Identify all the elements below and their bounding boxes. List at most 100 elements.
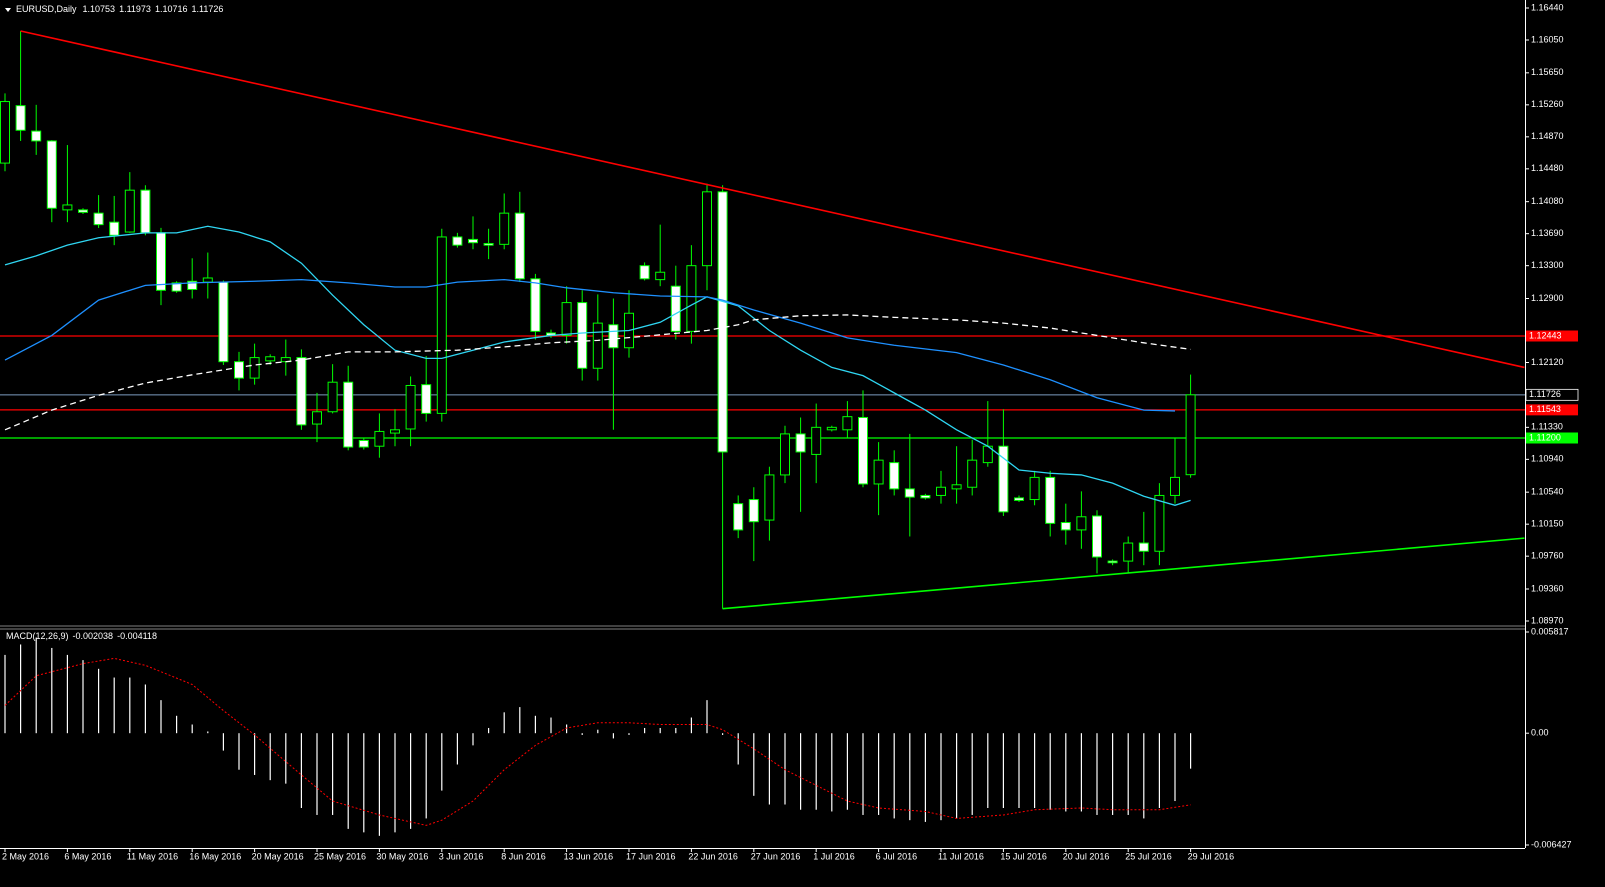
candle-body xyxy=(592,322,603,369)
candle-body xyxy=(1060,522,1071,531)
y-tick-label: 1.08970 xyxy=(1531,615,1564,625)
x-tick-label: 11 May 2016 xyxy=(127,851,178,861)
candle-body xyxy=(468,238,478,244)
candle-body xyxy=(655,271,666,281)
y-tick-label: 1.10150 xyxy=(1531,519,1564,529)
candle-body xyxy=(171,282,182,292)
candle-body xyxy=(608,324,619,349)
macd-header: MACD(12,26,9) -0.002038 -0.004118 xyxy=(6,631,157,641)
candle-body xyxy=(764,474,775,521)
y-tick-label: 1.13690 xyxy=(1531,228,1564,238)
level-label-box xyxy=(1526,404,1578,416)
candle-body xyxy=(826,426,837,431)
x-tick-label: 2 May 2016 xyxy=(2,851,49,861)
candle-body xyxy=(15,105,26,131)
candle-body xyxy=(702,191,712,267)
moving-average xyxy=(4,225,1191,506)
y-tick-label: 1.09760 xyxy=(1531,551,1564,561)
candle-body xyxy=(0,101,10,164)
chart-header: EURUSD,Daily 1.10753 1.11973 1.10716 1.11726 xyxy=(16,4,223,14)
candle-body xyxy=(265,356,276,362)
candle-body xyxy=(78,209,88,213)
x-tick-label: 20 May 2016 xyxy=(252,851,304,861)
level-label: 1.11543 xyxy=(1529,404,1561,414)
y-tick-label: 1.10540 xyxy=(1531,487,1564,497)
candle-body xyxy=(499,212,510,245)
candle-body xyxy=(889,462,900,490)
candle-body xyxy=(218,281,229,363)
y-tick-label: 1.16050 xyxy=(1531,34,1564,44)
x-tick-label: 8 Jun 2016 xyxy=(501,851,546,861)
candle-body xyxy=(920,494,931,499)
candle-body xyxy=(405,384,416,430)
candle-body xyxy=(436,236,447,414)
candle-body xyxy=(187,280,198,290)
y-tick-label: 0.00 xyxy=(1531,728,1549,738)
y-tick-label: 1.16440 xyxy=(1531,2,1564,12)
candle-body xyxy=(234,361,244,379)
y-tick-label: -0.006427 xyxy=(1531,839,1572,849)
signal-line xyxy=(4,657,1191,826)
candle-body xyxy=(811,426,822,455)
candle-body xyxy=(858,416,868,485)
close-value: 1.11726 xyxy=(191,4,223,14)
candle-body xyxy=(780,433,790,476)
signal-value: -0.004118 xyxy=(117,631,157,641)
y-tick-label: 1.12120 xyxy=(1531,357,1564,367)
y-tick-label: 1.11330 xyxy=(1531,422,1563,432)
candle-body xyxy=(1107,560,1118,564)
candle-body xyxy=(1045,476,1056,524)
y-tick-label: 1.14080 xyxy=(1531,196,1564,206)
x-tick-label: 30 May 2016 xyxy=(376,851,428,861)
y-tick-label: 1.12900 xyxy=(1531,293,1564,303)
candle-body xyxy=(1170,476,1180,496)
candle-body xyxy=(62,204,73,211)
candle-body xyxy=(249,357,260,379)
y-tick-label: 1.15260 xyxy=(1531,99,1564,109)
level-label: 1.12443 xyxy=(1529,330,1562,340)
y-tick-label: 1.14870 xyxy=(1531,131,1564,141)
level-label-box xyxy=(1526,432,1578,444)
candle-body xyxy=(452,236,463,246)
candle-body xyxy=(390,429,400,434)
y-tick-label: 1.10940 xyxy=(1531,454,1564,464)
candle-body xyxy=(202,277,213,283)
x-tick-label: 22 Jun 2016 xyxy=(688,851,738,861)
level-label-box xyxy=(1526,330,1578,342)
y-tick-label: 1.14480 xyxy=(1531,163,1564,173)
x-tick-label: 6 Jul 2016 xyxy=(876,851,918,861)
y-tick-label: 1.15650 xyxy=(1531,67,1564,77)
x-tick-label: 16 May 2016 xyxy=(189,851,241,861)
candle-body xyxy=(327,381,338,413)
macd-title: MACD(12,26,9) xyxy=(6,631,69,641)
x-tick-label: 3 Jun 2016 xyxy=(439,851,484,861)
y-tick-label: 0.005817 xyxy=(1531,626,1569,636)
menu-arrow[interactable] xyxy=(5,8,11,12)
candle-body xyxy=(140,189,151,234)
candle-body xyxy=(717,191,728,453)
low-value: 1.10716 xyxy=(155,4,188,14)
price-label: 1.11726 xyxy=(1529,389,1561,399)
x-tick-label: 11 Jul 2016 xyxy=(938,851,984,861)
candle-body xyxy=(296,357,307,426)
candle-body xyxy=(109,221,120,236)
candle-body xyxy=(842,416,853,431)
candle-body xyxy=(639,265,650,280)
candle-body xyxy=(1076,516,1087,531)
candle-body xyxy=(124,189,135,233)
open-value: 1.10753 xyxy=(83,4,116,14)
macd-value: -0.002038 xyxy=(73,631,114,641)
candle-body xyxy=(31,130,42,142)
symbol-title: EURUSD,Daily xyxy=(16,4,77,14)
candle-body xyxy=(936,486,946,496)
x-tick-label: 17 Jun 2016 xyxy=(626,851,676,861)
trend-line xyxy=(20,30,1525,369)
candle-body xyxy=(93,212,104,226)
candle-body xyxy=(1014,497,1024,501)
y-tick-label: 1.09360 xyxy=(1531,583,1564,593)
candle-body xyxy=(1185,394,1196,476)
x-tick-label: 27 Jun 2016 xyxy=(751,851,801,861)
trend-line xyxy=(722,537,1525,610)
moving-average xyxy=(4,314,1191,431)
